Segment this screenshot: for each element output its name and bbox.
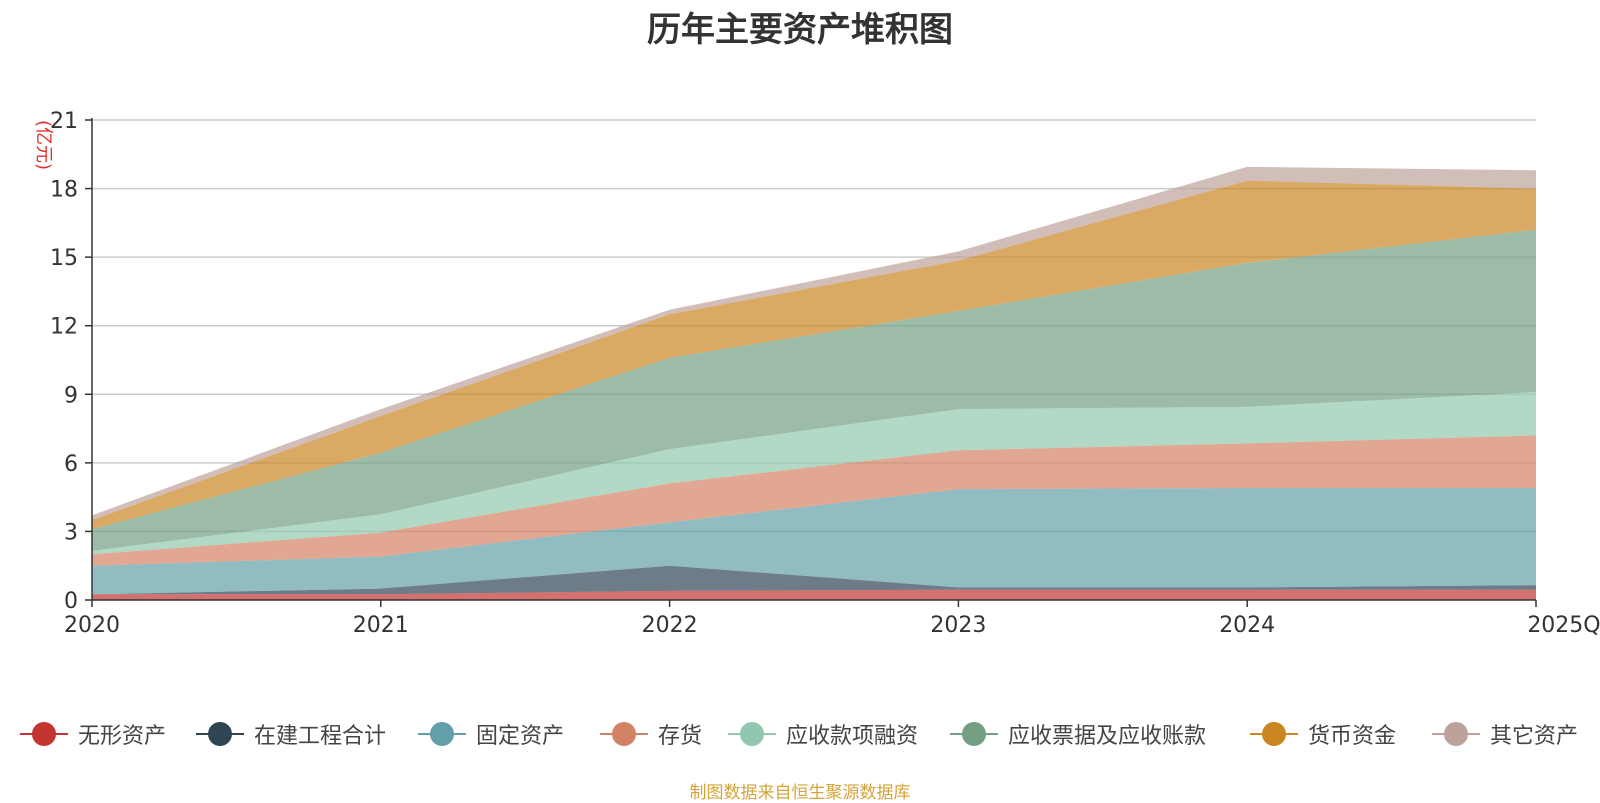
x-tick-label: 2022 — [642, 613, 698, 638]
y-tick-label: 0 — [64, 589, 78, 614]
legend: 无形资产 在建工程合计 固定资产 存货 应收款项融资 应收票据及应收账款 货币资金 其它资产 — [20, 716, 1600, 752]
legend-marker-icon — [196, 722, 244, 746]
chart-title: 历年主要资产堆积图 — [647, 10, 953, 50]
y-tick-label: 21 — [50, 109, 78, 134]
legend-marker-icon — [1432, 722, 1480, 746]
legend-label: 其它资产 — [1490, 724, 1579, 749]
stacked-areas — [92, 166, 1536, 600]
legend-item[interactable]: 存货 — [600, 716, 702, 752]
legend-marker-icon — [418, 722, 466, 746]
legend-item[interactable]: 其它资产 — [1432, 716, 1578, 752]
legend-label: 货币资金 — [1308, 724, 1397, 749]
y-tick-label: 3 — [64, 520, 78, 545]
x-tick-label: 2024 — [1219, 613, 1275, 638]
x-tick-label: 2021 — [353, 613, 409, 638]
axes: 0 3 6 9 12 15 18 21 2020 2021 2022 2023 2024 2025Q1-Q… — [33, 109, 1600, 638]
legend-item[interactable]: 应收款项融资 — [728, 716, 918, 752]
legend-marker-icon — [600, 722, 648, 746]
legend-marker-icon — [728, 722, 776, 746]
y-tick-label: 9 — [64, 383, 78, 408]
legend-item[interactable]: 固定资产 — [418, 716, 564, 752]
legend-marker-icon — [950, 722, 998, 746]
area-series-1 — [92, 565, 1536, 595]
source-note: 制图数据来自恒生聚源数据库 — [689, 783, 911, 803]
legend-item[interactable]: 货币资金 — [1250, 716, 1396, 752]
y-tick-label: 15 — [50, 246, 78, 271]
y-tick-label: 6 — [64, 452, 78, 477]
legend-label: 应收款项融资 — [786, 724, 919, 749]
legend-item[interactable]: 在建工程合计 — [196, 716, 386, 752]
legend-item[interactable]: 无形资产 — [20, 716, 166, 752]
legend-label: 固定资产 — [476, 724, 565, 749]
area-series-2 — [92, 488, 1536, 595]
legend-label: 应收票据及应收账款 — [1008, 724, 1207, 749]
area-series-0 — [92, 589, 1536, 600]
y-tick-label: 12 — [50, 315, 78, 340]
legend-marker-icon — [20, 722, 68, 746]
legend-item[interactable]: 应收票据及应收账款 — [950, 716, 1206, 752]
legend-marker-icon — [1250, 722, 1298, 746]
legend-label: 无形资产 — [78, 724, 167, 749]
legend-label: 存货 — [658, 724, 703, 749]
x-tick-label: 2025Q1-Q3 — [1527, 613, 1600, 638]
x-tick-label: 2020 — [64, 613, 120, 638]
y-tick-label: 18 — [50, 178, 78, 203]
area-series-6 — [92, 180, 1536, 530]
area-series-5 — [92, 229, 1536, 551]
area-series-3 — [92, 435, 1536, 566]
x-tick-label: 2023 — [930, 613, 986, 638]
legend-label: 在建工程合计 — [254, 724, 387, 749]
y-axis-unit-label: (亿元) — [33, 120, 54, 170]
area-series-4 — [92, 392, 1536, 555]
